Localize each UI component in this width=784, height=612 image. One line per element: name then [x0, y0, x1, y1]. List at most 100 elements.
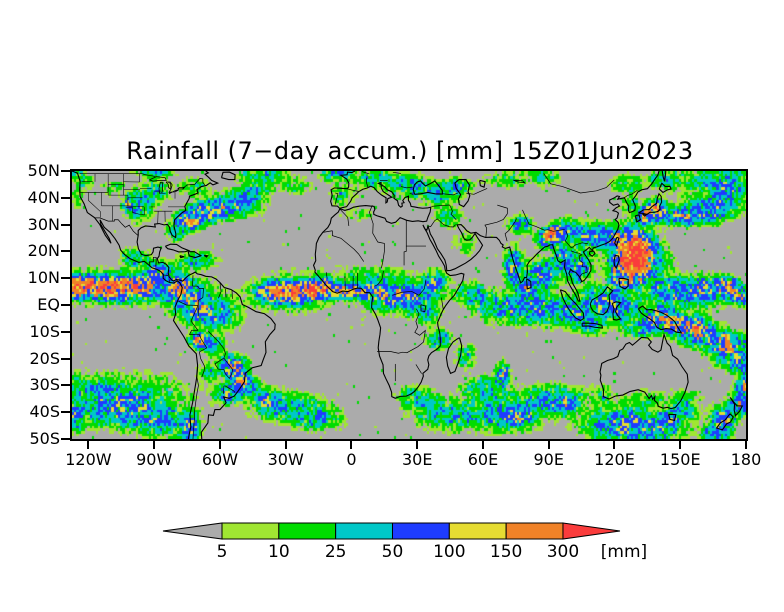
border-line — [415, 309, 426, 347]
lon-tick — [679, 441, 682, 449]
lat-tick-label: 50N — [27, 161, 60, 180]
border-line — [168, 182, 171, 191]
border-line — [164, 275, 168, 276]
lat-tick — [61, 411, 70, 414]
coast-line — [730, 397, 742, 415]
coast-line — [165, 244, 188, 252]
colorbar-segment — [391, 522, 450, 540]
border-line — [428, 219, 456, 227]
lon-tick-label: 30W — [267, 450, 304, 469]
plot-title: Rainfall (7−day accum.) [mm] 15Z01Jun202… — [126, 137, 694, 165]
coast-line — [413, 181, 442, 194]
coast-line — [221, 172, 235, 180]
lat-tick-label: EQ — [37, 295, 60, 314]
lat-tick — [61, 277, 70, 280]
coast-line — [527, 279, 531, 289]
colorbar-segment — [505, 522, 564, 540]
border-line — [522, 210, 564, 231]
border-line — [215, 358, 233, 378]
lon-tick-label: 150E — [659, 450, 701, 469]
coast-line — [590, 251, 595, 256]
coast-line — [590, 287, 612, 315]
border-line — [443, 193, 458, 195]
lat-tick-label: 20S — [29, 348, 60, 368]
border-line — [392, 280, 426, 296]
colorbar-below-min-arrow — [162, 522, 223, 540]
border-line — [505, 218, 516, 241]
colorbar-segment — [221, 522, 280, 540]
lon-tick — [481, 441, 484, 449]
border-line — [544, 173, 615, 193]
state-line — [81, 181, 92, 182]
lake-line — [421, 305, 426, 312]
colorbar-tick-label: 5 — [216, 542, 228, 562]
colorbar — [162, 522, 621, 540]
lon-tick-label: 60E — [467, 450, 499, 469]
border-line — [193, 275, 204, 316]
lon-tick — [416, 441, 419, 449]
lake-line — [149, 177, 166, 182]
border-line — [404, 220, 406, 265]
border-line — [416, 364, 422, 373]
border-line — [450, 205, 457, 220]
border-line — [441, 297, 443, 309]
coast-line — [635, 215, 640, 222]
state-line — [88, 192, 100, 217]
coast-line — [669, 414, 676, 420]
border-line — [326, 272, 327, 278]
border-line — [335, 193, 338, 205]
border-line — [401, 187, 413, 188]
colorbar-unit-label: [mm] — [600, 542, 648, 562]
border-line — [223, 386, 225, 394]
lat-tick — [61, 330, 70, 333]
lat-tick — [61, 223, 70, 226]
lat-tick-label: 20N — [27, 241, 60, 261]
border-line — [410, 194, 414, 195]
lon-tick-label: 30E — [401, 450, 433, 469]
colorbar-tick-label: 50 — [381, 542, 404, 562]
lat-tick — [61, 304, 70, 306]
border-line — [149, 257, 156, 266]
colorbar-segment — [335, 522, 393, 540]
lake-line — [169, 190, 179, 193]
coast-line — [614, 255, 619, 268]
coast-line — [717, 414, 734, 430]
lon-tick — [613, 441, 616, 449]
lon-tick-label: 120W — [65, 450, 112, 469]
colorbar-tick-label: 150 — [489, 542, 523, 562]
lat-tick-label: 40N — [27, 187, 60, 207]
lon-tick — [745, 441, 747, 449]
border-line — [208, 331, 225, 364]
coast-line — [560, 290, 583, 321]
border-line — [497, 205, 507, 208]
colorbar-above-max-arrow — [562, 522, 621, 540]
coast-line — [72, 171, 198, 439]
border-line — [565, 231, 588, 248]
lake-line — [513, 180, 524, 183]
lon-tick — [284, 441, 287, 449]
coast-line — [204, 255, 208, 257]
coast-line — [619, 278, 628, 288]
coastlines-overlay — [72, 171, 746, 439]
colorbar-tick-label: 100 — [433, 542, 466, 562]
border-line — [485, 208, 508, 237]
border-line — [199, 352, 204, 377]
coast-line — [455, 180, 470, 207]
lon-tick-label: 60W — [201, 450, 239, 469]
border-line — [432, 205, 450, 206]
border-line — [193, 367, 198, 439]
border-line — [571, 251, 587, 277]
coast-line — [638, 306, 681, 333]
border-line — [332, 231, 363, 262]
lat-tick — [61, 384, 70, 387]
colorbar-segment — [278, 522, 337, 540]
lon-tick-label: 90E — [533, 450, 564, 469]
coast-line — [188, 252, 201, 258]
lon-tick-label: 90W — [136, 450, 173, 469]
lon-tick-label: 120E — [594, 450, 635, 469]
lat-tick — [61, 250, 70, 253]
lon-tick — [350, 441, 353, 449]
border-line — [377, 347, 418, 353]
lat-tick-label: 10S — [29, 321, 60, 341]
